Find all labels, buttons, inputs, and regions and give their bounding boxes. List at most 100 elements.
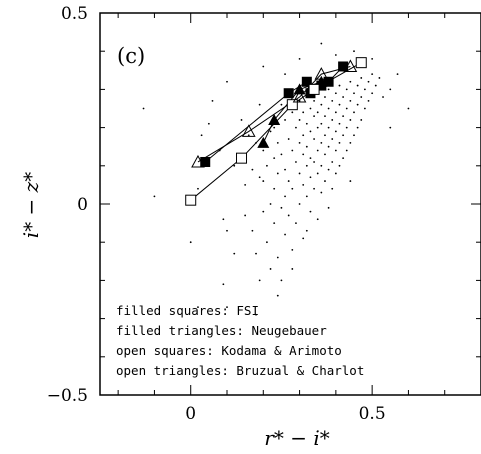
galaxy-point — [284, 119, 286, 121]
legend: filled squares: FSI filled triangles: Ne… — [116, 303, 364, 378]
galaxy-point — [363, 107, 366, 110]
x-tick-label: 0.5 — [359, 404, 386, 424]
x-axis-label: r* − i* — [264, 426, 329, 450]
galaxy-point — [313, 115, 315, 118]
galaxy-point — [207, 122, 210, 125]
galaxy-point — [291, 111, 294, 114]
galaxy-point — [389, 126, 392, 129]
galaxy-point — [378, 77, 381, 79]
galaxy-point — [295, 161, 297, 163]
galaxy-point — [244, 214, 247, 217]
galaxy-point — [342, 115, 345, 118]
galaxy-point — [371, 57, 374, 60]
marker-fsi — [323, 76, 334, 87]
galaxy-point — [153, 195, 156, 198]
galaxy-point — [313, 187, 315, 190]
galaxy-point — [269, 130, 272, 133]
galaxy-point — [305, 229, 308, 232]
galaxy-point — [302, 134, 305, 137]
galaxy-point — [316, 149, 319, 152]
galaxy-point — [338, 103, 341, 106]
galaxy-point — [226, 229, 228, 232]
marker-bruzual-charlot — [191, 154, 205, 168]
marker-fsi — [200, 156, 211, 167]
galaxy-point — [284, 195, 286, 198]
galaxy-point — [197, 187, 199, 190]
galaxy-point — [255, 252, 257, 255]
galaxy-point — [342, 96, 345, 98]
galaxy-point — [251, 168, 254, 171]
legend-entry-kodama-arimoto: open squares: Kodama & Arimoto — [116, 343, 342, 358]
galaxy-point — [320, 141, 323, 144]
galaxy-point — [302, 153, 305, 156]
galaxy-point — [313, 161, 315, 163]
galaxy-point — [280, 279, 283, 282]
marker-neugebauer — [257, 136, 270, 148]
galaxy-point — [353, 92, 355, 95]
galaxy-point — [273, 126, 276, 129]
x-tick-label: 0 — [185, 404, 196, 424]
galaxy-point — [309, 107, 312, 110]
galaxy-point — [309, 210, 312, 213]
galaxy-point — [371, 73, 374, 76]
galaxy-point — [305, 145, 308, 148]
galaxy-point — [324, 134, 326, 137]
galaxy-point — [200, 134, 203, 137]
galaxy-point — [287, 214, 290, 217]
galaxy-point — [291, 248, 294, 251]
galaxy-point — [356, 103, 359, 106]
legend-entry-neugebauer: filled triangles: Neugebauer — [116, 323, 327, 338]
galaxy-point — [320, 164, 323, 167]
galaxy-point — [342, 157, 345, 160]
galaxy-point — [287, 138, 290, 140]
marker-bruzual-charlot — [292, 89, 307, 103]
galaxy-point — [382, 96, 384, 98]
galaxy-point — [316, 126, 319, 129]
galaxy-point — [189, 241, 192, 244]
galaxy-point — [331, 138, 334, 140]
galaxy-point — [276, 294, 279, 297]
galaxy-point — [327, 168, 330, 171]
galaxy-point — [276, 256, 279, 259]
galaxy-point — [269, 203, 272, 205]
galaxy-point — [313, 138, 315, 140]
galaxy-point — [316, 111, 319, 114]
galaxy-point — [360, 96, 363, 98]
galaxy-point — [363, 88, 366, 91]
y-tick-label: 0 — [77, 195, 88, 215]
galaxy-point — [345, 126, 348, 129]
galaxy-point — [262, 210, 265, 213]
galaxy-point — [327, 126, 330, 129]
galaxy-point — [327, 88, 330, 91]
galaxy-point — [396, 73, 399, 76]
galaxy-point — [353, 111, 355, 114]
marker-fsi — [301, 76, 312, 87]
galaxy-point — [258, 176, 261, 179]
galaxy-dots — [142, 42, 410, 316]
galaxy-point — [197, 306, 199, 309]
galaxy-point — [313, 99, 315, 102]
galaxy-point — [338, 122, 341, 125]
galaxy-point — [331, 119, 334, 121]
galaxy-point — [345, 149, 348, 152]
galaxy-point — [334, 149, 337, 152]
galaxy-point — [338, 84, 341, 87]
galaxy-point — [302, 111, 305, 114]
galaxy-point — [367, 99, 370, 102]
galaxy-point — [273, 222, 276, 225]
galaxy-point — [345, 88, 348, 91]
galaxy-point — [331, 187, 334, 190]
galaxy-point — [233, 252, 236, 255]
galaxy-point — [262, 180, 265, 182]
galaxy-point — [298, 119, 301, 121]
galaxy-point — [324, 115, 326, 118]
galaxy-point — [240, 119, 243, 121]
series-line — [197, 65, 351, 163]
galaxy-point — [233, 164, 236, 167]
galaxy-point — [324, 153, 326, 156]
galaxy-point — [334, 54, 337, 56]
galaxy-point — [262, 65, 265, 68]
galaxy-point — [334, 172, 337, 175]
marker-kodama-arimoto — [185, 194, 197, 206]
galaxy-point — [349, 180, 352, 182]
